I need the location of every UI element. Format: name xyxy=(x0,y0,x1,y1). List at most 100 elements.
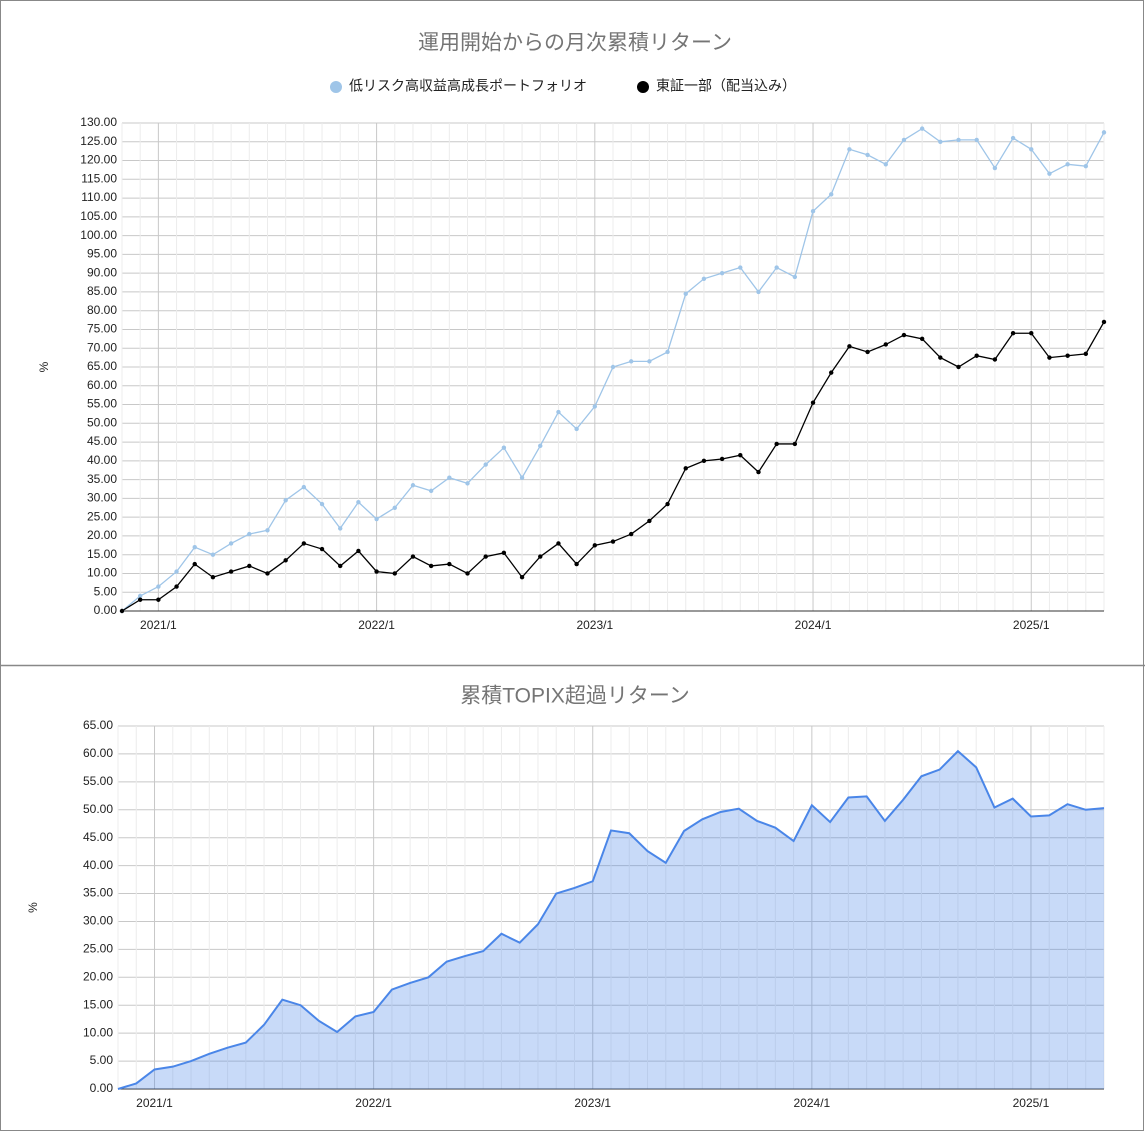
x-tick-label: 2023/1 xyxy=(574,1096,611,1110)
legend-label: 東証一部（配当込み） xyxy=(656,78,796,94)
point xyxy=(301,484,307,490)
point xyxy=(847,147,852,152)
y-tick-label: 5.00 xyxy=(90,1053,114,1067)
point xyxy=(665,501,670,507)
point xyxy=(319,501,325,507)
y-tick-label: 0.00 xyxy=(90,1081,114,1095)
point xyxy=(756,469,761,475)
point xyxy=(647,359,652,364)
y-tick-label: 35.00 xyxy=(83,886,113,900)
y-tick-label: 130.00 xyxy=(80,115,117,129)
point xyxy=(156,584,161,589)
x-tick-label: 2022/1 xyxy=(355,1096,392,1110)
point xyxy=(338,563,343,569)
point xyxy=(574,426,579,432)
point xyxy=(265,571,270,576)
y-tick-label: 85.00 xyxy=(87,284,117,298)
point xyxy=(628,531,634,537)
point xyxy=(137,593,143,599)
y-tick-label: 55.00 xyxy=(83,774,113,788)
point xyxy=(992,357,998,362)
point xyxy=(829,192,834,197)
point xyxy=(792,441,798,447)
point xyxy=(719,456,725,462)
point xyxy=(338,526,343,531)
y-tick-label: 60.00 xyxy=(83,746,113,760)
point xyxy=(483,554,488,559)
point xyxy=(319,546,325,552)
y-tick-label: 30.00 xyxy=(87,491,117,505)
y-tick-label: 40.00 xyxy=(83,858,113,872)
point xyxy=(228,541,234,546)
y-tick-label: 40.00 xyxy=(87,453,117,467)
point xyxy=(938,139,943,144)
legend-marker xyxy=(637,81,649,93)
point xyxy=(174,569,179,574)
point xyxy=(610,539,616,544)
point xyxy=(883,342,888,347)
point xyxy=(283,558,288,563)
area-fill xyxy=(118,751,1104,1089)
y-tick-label: 75.00 xyxy=(87,322,117,336)
x-tick-label: 2024/1 xyxy=(795,618,832,632)
point xyxy=(574,561,579,567)
point xyxy=(1065,162,1070,167)
y-tick-label: 120.00 xyxy=(80,153,117,167)
point xyxy=(665,349,670,355)
point xyxy=(1047,171,1052,176)
point xyxy=(992,165,998,171)
y-tick-label: 45.00 xyxy=(83,830,113,844)
y-axis-title: % xyxy=(26,902,40,913)
point xyxy=(447,561,452,567)
point xyxy=(919,126,925,131)
y-tick-label: 25.00 xyxy=(83,942,113,956)
point xyxy=(519,575,525,580)
point xyxy=(974,137,979,143)
y-tick-label: 15.00 xyxy=(83,997,113,1011)
y-tick-label: 105.00 xyxy=(80,209,117,223)
point xyxy=(556,541,561,546)
y-tick-label: 35.00 xyxy=(87,472,117,486)
point xyxy=(392,505,397,510)
point xyxy=(356,548,361,554)
point xyxy=(738,453,743,458)
point xyxy=(701,458,707,464)
point xyxy=(956,364,961,370)
point xyxy=(137,597,143,602)
x-tick-label: 2021/1 xyxy=(140,618,177,632)
y-tick-label: 45.00 xyxy=(87,434,117,448)
point xyxy=(483,462,488,467)
point xyxy=(265,528,270,533)
point xyxy=(538,554,543,559)
point xyxy=(410,554,416,559)
point xyxy=(1083,163,1089,169)
point xyxy=(829,370,834,375)
y-axis-title: % xyxy=(37,361,51,372)
y-tick-label: 95.00 xyxy=(87,247,117,261)
x-tick-label: 2025/1 xyxy=(1013,618,1050,632)
point xyxy=(374,516,379,522)
point xyxy=(247,563,252,569)
point xyxy=(610,364,616,370)
y-tick-label: 90.00 xyxy=(87,265,117,279)
point xyxy=(774,441,779,447)
point xyxy=(901,137,907,143)
point xyxy=(465,481,470,486)
point xyxy=(810,209,816,214)
point xyxy=(865,152,870,158)
point xyxy=(410,483,416,488)
point xyxy=(1029,331,1034,336)
point xyxy=(974,353,979,358)
x-tick-label: 2025/1 xyxy=(1013,1096,1050,1110)
point xyxy=(683,466,688,471)
area-line xyxy=(117,749,1105,1090)
y-tick-label: 80.00 xyxy=(87,303,117,317)
point xyxy=(501,445,507,450)
point xyxy=(865,349,870,355)
y-tick-label: 20.00 xyxy=(87,528,117,542)
point xyxy=(192,561,197,567)
y-tick-label: 30.00 xyxy=(83,914,113,928)
point xyxy=(501,550,507,556)
point xyxy=(174,584,179,589)
